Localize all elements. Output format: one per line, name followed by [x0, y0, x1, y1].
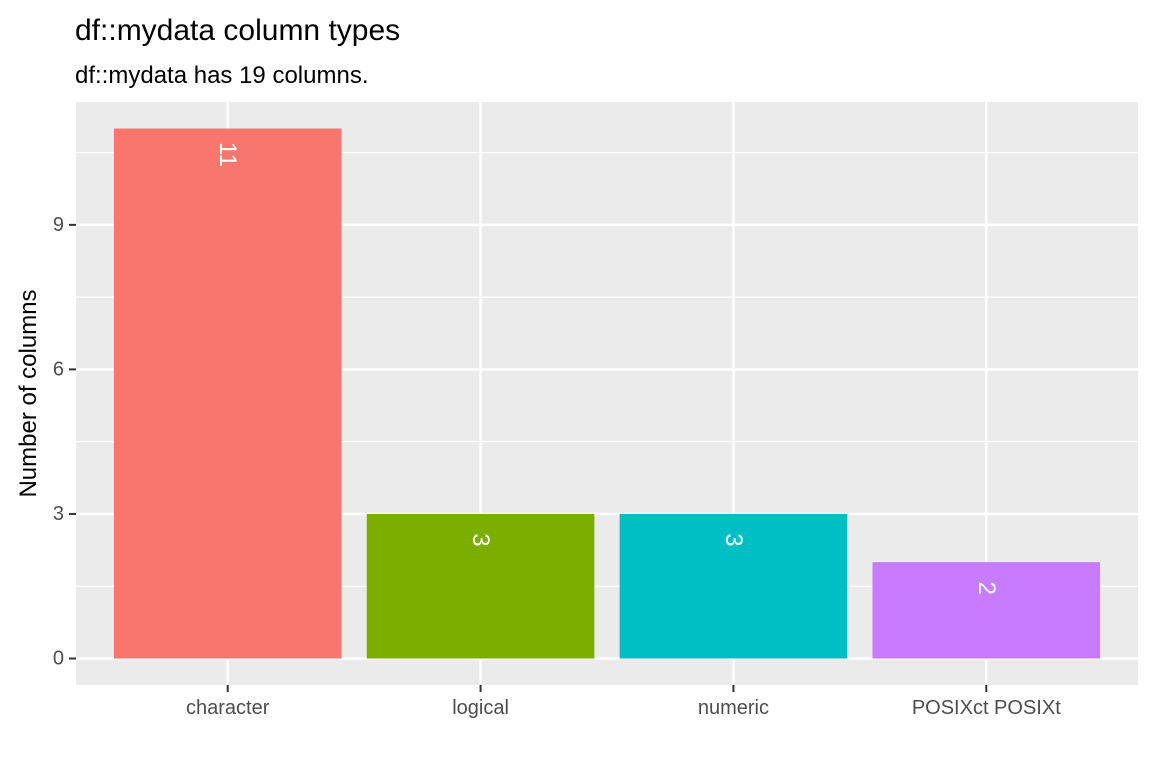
x-tick-label: POSIXct POSIXt — [912, 697, 1061, 719]
bar-data-label: 3 — [720, 533, 747, 546]
bar — [872, 562, 1101, 659]
y-tick-label: 6 — [53, 358, 64, 380]
chart-subtitle: df::mydata has 19 columns. — [75, 62, 368, 89]
y-tick-label: 3 — [53, 503, 64, 525]
bar — [366, 513, 595, 659]
bar-data-label: 2 — [973, 581, 1000, 594]
x-tick-label: logical — [452, 697, 509, 719]
x-tick-label: numeric — [698, 697, 769, 719]
bar — [113, 128, 342, 659]
y-tick-label: 9 — [53, 214, 64, 236]
y-axis: 0 3 6 9 — [53, 214, 76, 670]
bar — [619, 513, 848, 659]
bars — [113, 128, 1101, 659]
y-tick-label: 0 — [53, 648, 64, 670]
chart-title: df::mydata column types — [75, 14, 400, 47]
x-axis: character logical numeric POSIXct POSIXt — [186, 685, 1061, 719]
bar-data-label: 3 — [467, 533, 494, 546]
y-axis-title: Number of columns — [15, 289, 42, 497]
x-tick-label: character — [186, 697, 270, 719]
bar-labels: 11 3 3 2 — [214, 142, 1000, 595]
bar-data-label: 11 — [214, 142, 241, 167]
